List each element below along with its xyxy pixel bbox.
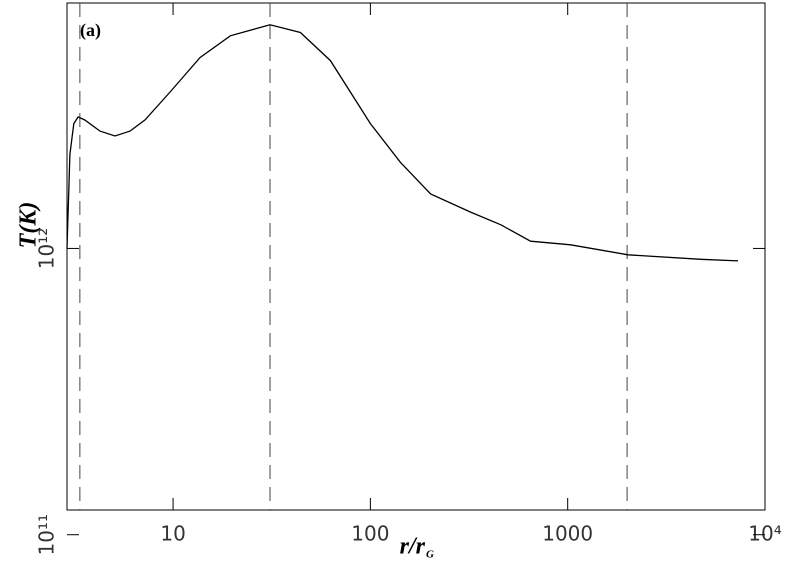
plot-frame [66,2,766,511]
data-line [66,24,739,262]
y-axis-label: T(K) [16,202,42,249]
x-axis-label-sub: G [426,549,434,561]
x-tick-label: 10 [160,522,185,546]
x-tick-label: 100 [351,522,389,546]
x-tick-label: 1000 [542,522,593,546]
x-tick-label: 10⁴ [748,522,781,546]
y-tick-label: 10¹² [35,228,59,269]
annotation: (a) [80,20,101,41]
y-tick-label: 10¹¹ [35,514,59,555]
x-axis-label: r/r [400,534,426,560]
